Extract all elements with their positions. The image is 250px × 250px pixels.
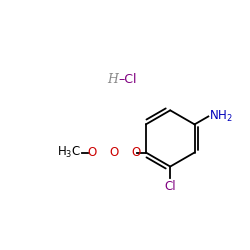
- Text: O: O: [109, 146, 118, 159]
- Text: O: O: [132, 146, 141, 159]
- Text: H$_3$C: H$_3$C: [58, 145, 82, 160]
- Text: O: O: [87, 146, 96, 159]
- Text: H: H: [107, 73, 118, 86]
- Text: Cl: Cl: [164, 180, 176, 194]
- Text: –Cl: –Cl: [118, 73, 137, 86]
- Text: NH$_2$: NH$_2$: [209, 109, 233, 124]
